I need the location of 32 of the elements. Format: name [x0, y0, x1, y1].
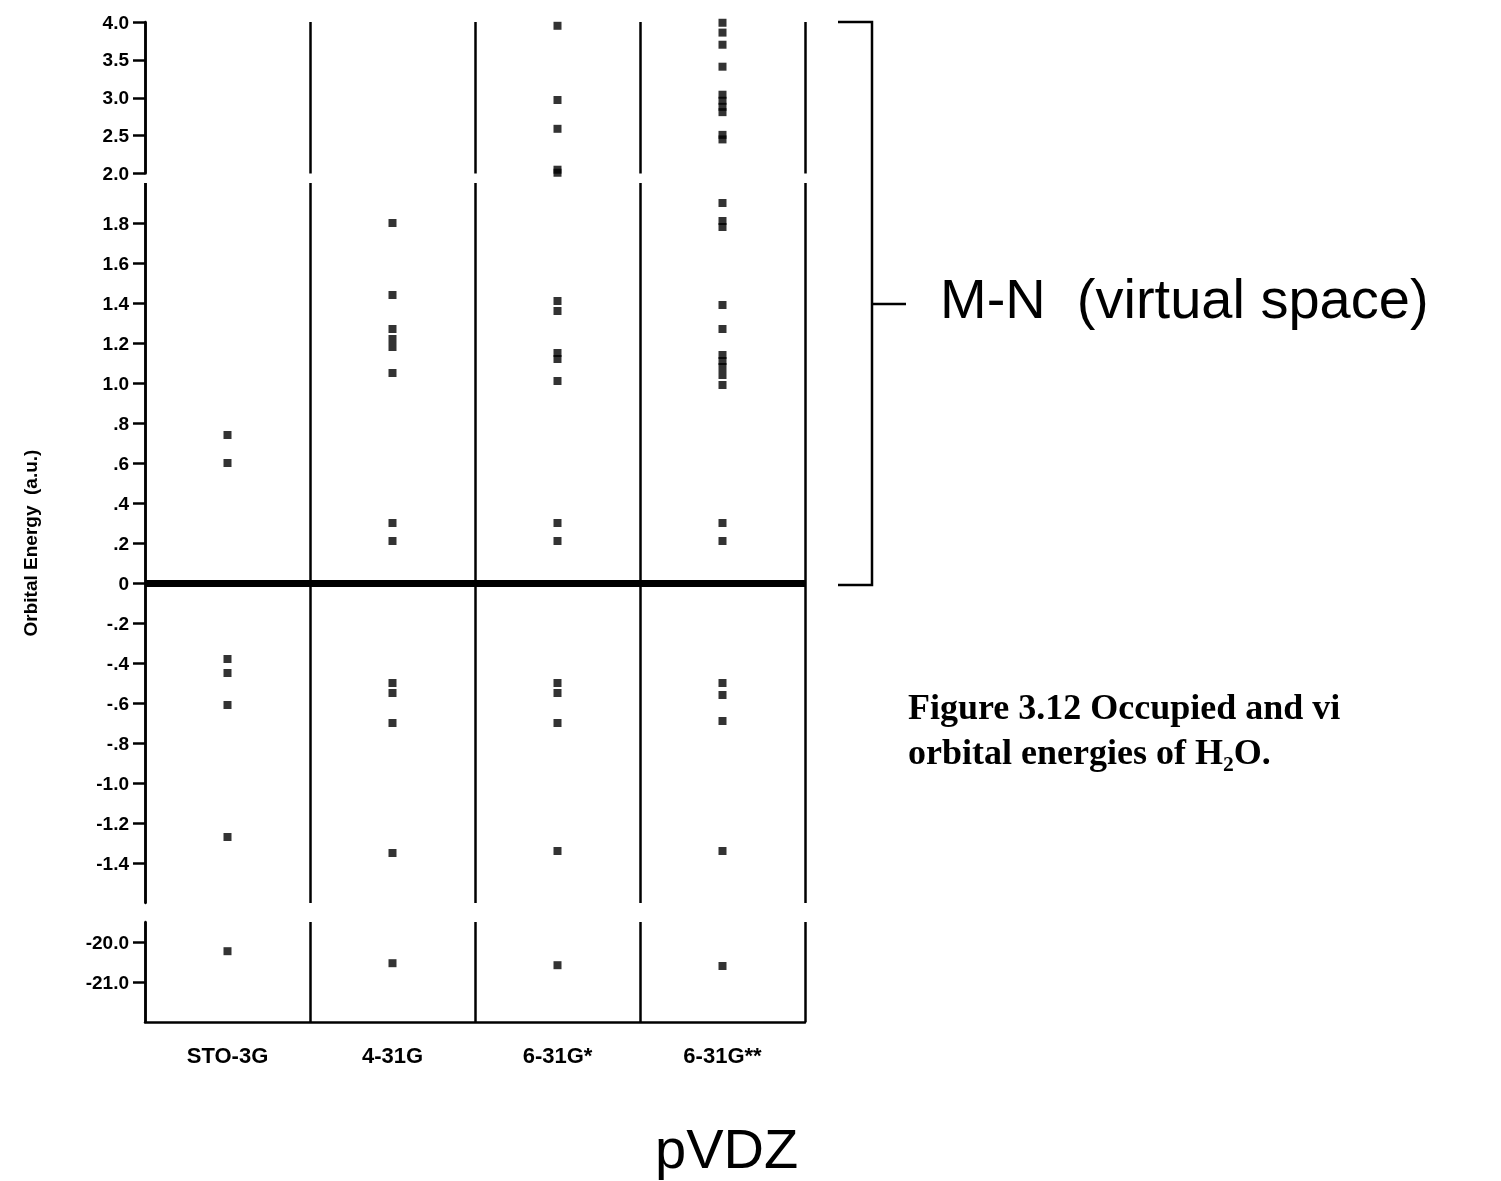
y-tick-label: -.8 — [106, 732, 129, 754]
y-axis-title: Orbital Energy (a.u.) — [20, 449, 41, 637]
y-tick-label: -.4 — [106, 652, 130, 674]
caption: Figure 3.12 Occupied and vi orbital energies of H₂O. — [908, 686, 1341, 774]
y-tick-label: 1.6 — [102, 252, 129, 274]
y-tick-label: .6 — [113, 452, 129, 474]
y-tick-label: 0 — [118, 572, 129, 594]
x-tick-label: 6-31G** — [683, 1042, 763, 1068]
y-tick-label: .8 — [113, 412, 129, 434]
text: pVDZ — [655, 1116, 799, 1181]
y-tick-label: 4.0 — [102, 11, 129, 33]
y-tick-label: 3.0 — [102, 87, 129, 109]
y-tick-label: 2.0 — [102, 163, 129, 184]
y-tick-label: -.2 — [106, 612, 129, 634]
y-tick-label: 3.5 — [102, 49, 130, 71]
y-tick-label: -1.4 — [96, 852, 130, 874]
y-tick-label: 1.8 — [102, 212, 129, 234]
y-tick-label: -21.0 — [85, 971, 129, 993]
x-tick-label: 4-31G — [361, 1042, 424, 1068]
y-tick-label: 1.2 — [102, 332, 129, 354]
y-tick-label: 1.0 — [102, 372, 129, 394]
x-tick-label: 6-31G* — [522, 1042, 593, 1068]
y-tick-label: .4 — [113, 492, 130, 514]
text: M-N (virtual space) — [940, 266, 1429, 332]
y-tick-label: -1.0 — [96, 772, 129, 794]
y-tick-label: .2 — [113, 532, 129, 554]
y-tick-label: -1.2 — [96, 812, 129, 834]
y-tick-label: 1.4 — [102, 292, 130, 314]
y-tick-label: 2.5 — [102, 125, 130, 147]
x-tick-label: STO-3G — [186, 1042, 269, 1068]
y-tick-label: -.6 — [106, 692, 129, 714]
y-tick-label: -20.0 — [85, 931, 129, 953]
